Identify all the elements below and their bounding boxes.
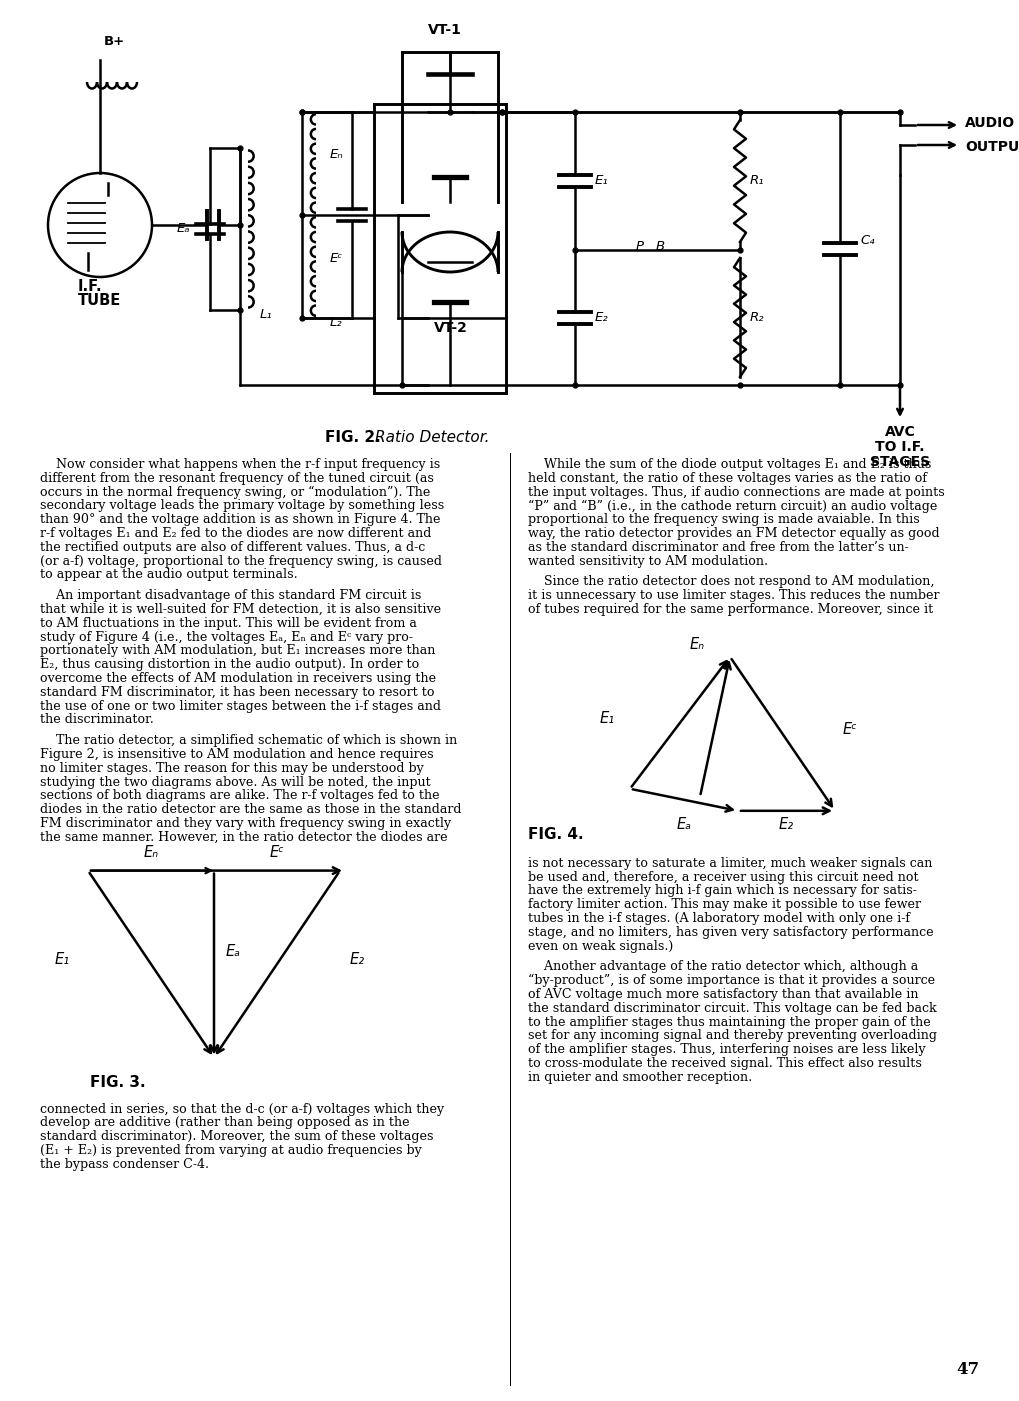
Text: of AVC voltage much more satisfactory than that available in: of AVC voltage much more satisfactory th… <box>528 988 918 1000</box>
Text: of the amplifier stages. Thus, interfering noises are less likely: of the amplifier stages. Thus, interferi… <box>528 1044 925 1056</box>
Text: Figure 2, is insensitive to AM modulation and hence requires: Figure 2, is insensitive to AM modulatio… <box>40 748 434 761</box>
Text: FIG. 3.: FIG. 3. <box>90 1075 146 1090</box>
Text: the standard discriminator circuit. This voltage can be fed back: the standard discriminator circuit. This… <box>528 1002 936 1014</box>
Text: An important disadvantage of this standard FM circuit is: An important disadvantage of this standa… <box>40 590 422 602</box>
Text: overcome the effects of AM modulation in receivers using the: overcome the effects of AM modulation in… <box>40 672 436 685</box>
Text: than 90° and the voltage addition is as shown in Figure 4. The: than 90° and the voltage addition is as … <box>40 513 440 527</box>
Text: to cross-modulate the received signal. This effect also results: to cross-modulate the received signal. T… <box>528 1056 922 1070</box>
Text: AUDIO: AUDIO <box>965 116 1015 130</box>
Text: OUTPUT: OUTPUT <box>965 140 1019 154</box>
Text: Eₐ: Eₐ <box>226 944 242 960</box>
Text: E₁: E₁ <box>595 175 608 188</box>
Text: the same manner. However, in the ratio detector the diodes are: the same manner. However, in the ratio d… <box>40 831 447 843</box>
Text: (E₁ + E₂) is prevented from varying at audio frequencies by: (E₁ + E₂) is prevented from varying at a… <box>40 1145 422 1157</box>
Text: I.F.: I.F. <box>78 279 103 294</box>
Text: be used and, therefore, a receiver using this circuit need not: be used and, therefore, a receiver using… <box>528 870 918 884</box>
Text: sections of both diagrams are alike. The r-f voltages fed to the: sections of both diagrams are alike. The… <box>40 789 439 803</box>
Text: portionately with AM modulation, but E₁ increases more than: portionately with AM modulation, but E₁ … <box>40 644 435 657</box>
Text: the discriminator.: the discriminator. <box>40 713 154 726</box>
Text: Since the ratio detector does not respond to AM modulation,: Since the ratio detector does not respon… <box>528 576 934 588</box>
Text: Eₙ: Eₙ <box>144 845 159 860</box>
Text: stage, and no limiters, has given very satisfactory performance: stage, and no limiters, has given very s… <box>528 926 933 939</box>
Text: Eₙ: Eₙ <box>690 637 705 651</box>
Text: study of Figure 4 (i.e., the voltages Eₐ, Eₙ and Eᶜ vary pro-: study of Figure 4 (i.e., the voltages Eₐ… <box>40 630 413 643</box>
Text: E₂: E₂ <box>779 817 794 832</box>
Text: E₂: E₂ <box>595 311 608 324</box>
Text: E₂, thus causing distortion in the audio output). In order to: E₂, thus causing distortion in the audio… <box>40 658 419 671</box>
Text: proportional to the frequency swing is made avaiable. In this: proportional to the frequency swing is m… <box>528 513 920 527</box>
Text: develop are additive (rather than being opposed as in the: develop are additive (rather than being … <box>40 1117 410 1129</box>
Text: Now consider what happens when the r-f input frequency is: Now consider what happens when the r-f i… <box>40 458 440 471</box>
Text: VT-1: VT-1 <box>428 22 462 36</box>
Text: Eₙ: Eₙ <box>330 149 343 161</box>
Text: set for any incoming signal and thereby preventing overloading: set for any incoming signal and thereby … <box>528 1030 937 1042</box>
Text: even on weak signals.): even on weak signals.) <box>528 940 674 953</box>
Text: STAGES: STAGES <box>870 455 930 469</box>
Text: FIG. 2.: FIG. 2. <box>325 430 381 446</box>
Text: 47: 47 <box>957 1360 980 1379</box>
Text: that while it is well-suited for FM detection, it is also sensitive: that while it is well-suited for FM dete… <box>40 602 441 616</box>
Text: way, the ratio detector provides an FM detector equally as good: way, the ratio detector provides an FM d… <box>528 527 940 539</box>
Text: no limiter stages. The reason for this may be understood by: no limiter stages. The reason for this m… <box>40 762 424 775</box>
Text: connected in series, so that the d-c (or a-f) voltages which they: connected in series, so that the d-c (or… <box>40 1103 444 1115</box>
Text: B+: B+ <box>104 35 125 48</box>
Text: Eᶜ: Eᶜ <box>843 722 858 737</box>
Text: TUBE: TUBE <box>78 293 121 308</box>
Text: occurs in the normal frequency swing, or “modulation”). The: occurs in the normal frequency swing, or… <box>40 486 430 499</box>
Text: B: B <box>655 241 664 254</box>
Text: Ratio Detector.: Ratio Detector. <box>375 430 489 446</box>
Text: L₁: L₁ <box>260 308 273 321</box>
Text: the bypass condenser C-4.: the bypass condenser C-4. <box>40 1157 209 1171</box>
Text: of tubes required for the same performance. Moreover, since it: of tubes required for the same performan… <box>528 602 933 616</box>
Text: the input voltages. Thus, if audio connections are made at points: the input voltages. Thus, if audio conne… <box>528 486 945 499</box>
Text: FM discriminator and they vary with frequency swing in exactly: FM discriminator and they vary with freq… <box>40 817 451 829</box>
Text: R₁: R₁ <box>750 175 764 188</box>
Text: as the standard discriminator and free from the latter’s un-: as the standard discriminator and free f… <box>528 541 909 553</box>
Text: TO I.F.: TO I.F. <box>875 440 925 454</box>
Text: “P” and “B” (i.e., in the cathode return circuit) an audio voltage: “P” and “B” (i.e., in the cathode return… <box>528 499 937 513</box>
Text: r-f voltages E₁ and E₂ fed to the diodes are now different and: r-f voltages E₁ and E₂ fed to the diodes… <box>40 527 431 539</box>
Text: secondary voltage leads the primary voltage by something less: secondary voltage leads the primary volt… <box>40 499 444 513</box>
Text: “by-product”, is of some importance is that it provides a source: “by-product”, is of some importance is t… <box>528 974 935 988</box>
Text: factory limiter action. This may make it possible to use fewer: factory limiter action. This may make it… <box>528 898 921 911</box>
Text: FIG. 4.: FIG. 4. <box>528 827 584 842</box>
Text: VT-2: VT-2 <box>434 321 468 335</box>
Text: studying the two diagrams above. As will be noted, the input: studying the two diagrams above. As will… <box>40 776 431 789</box>
Text: The ratio detector, a simplified schematic of which is shown in: The ratio detector, a simplified schemat… <box>40 734 458 747</box>
Text: to AM fluctuations in the input. This will be evident from a: to AM fluctuations in the input. This wi… <box>40 616 417 630</box>
Text: R₂: R₂ <box>750 311 764 324</box>
Text: P: P <box>636 241 644 254</box>
Text: Eₐ: Eₐ <box>176 223 190 235</box>
Text: While the sum of the diode output voltages E₁ and E₂ is thus: While the sum of the diode output voltag… <box>528 458 931 471</box>
Text: E₁: E₁ <box>600 710 615 726</box>
Text: AVC: AVC <box>884 425 915 439</box>
Text: have the extremely high i-f gain which is necessary for satis-: have the extremely high i-f gain which i… <box>528 884 917 898</box>
Text: to appear at the audio output terminals.: to appear at the audio output terminals. <box>40 569 298 581</box>
Text: Eₐ: Eₐ <box>677 817 692 832</box>
Text: Eᶜ: Eᶜ <box>330 252 343 265</box>
Text: (or a-f) voltage, proportional to the frequency swing, is caused: (or a-f) voltage, proportional to the fr… <box>40 555 442 567</box>
Text: L₂: L₂ <box>330 317 342 329</box>
Text: is not necessary to saturate a limiter, much weaker signals can: is not necessary to saturate a limiter, … <box>528 857 932 870</box>
Text: diodes in the ratio detector are the same as those in the standard: diodes in the ratio detector are the sam… <box>40 803 462 817</box>
Text: to the amplifier stages thus maintaining the proper gain of the: to the amplifier stages thus maintaining… <box>528 1016 930 1028</box>
Text: standard FM discriminator, it has been necessary to resort to: standard FM discriminator, it has been n… <box>40 686 434 699</box>
Text: different from the resonant frequency of the tuned circuit (as: different from the resonant frequency of… <box>40 472 434 485</box>
Text: C₄: C₄ <box>860 234 874 247</box>
Text: standard discriminator). Moreover, the sum of these voltages: standard discriminator). Moreover, the s… <box>40 1131 433 1143</box>
Text: wanted sensitivity to AM modulation.: wanted sensitivity to AM modulation. <box>528 555 768 567</box>
Text: in quieter and smoother reception.: in quieter and smoother reception. <box>528 1070 752 1084</box>
Text: E₂: E₂ <box>350 953 365 967</box>
Text: tubes in the i-f stages. (A laboratory model with only one i-f: tubes in the i-f stages. (A laboratory m… <box>528 912 910 925</box>
Text: Eᶜ: Eᶜ <box>270 845 284 860</box>
Text: E₁: E₁ <box>55 953 70 967</box>
Text: the rectified outputs are also of different values. Thus, a d-c: the rectified outputs are also of differ… <box>40 541 425 553</box>
Text: the use of one or two limiter stages between the i-f stages and: the use of one or two limiter stages bet… <box>40 699 441 713</box>
Text: Another advantage of the ratio detector which, although a: Another advantage of the ratio detector … <box>528 961 918 974</box>
Text: it is unnecessary to use limiter stages. This reduces the number: it is unnecessary to use limiter stages.… <box>528 590 940 602</box>
Text: held constant, the ratio of these voltages varies as the ratio of: held constant, the ratio of these voltag… <box>528 472 927 485</box>
